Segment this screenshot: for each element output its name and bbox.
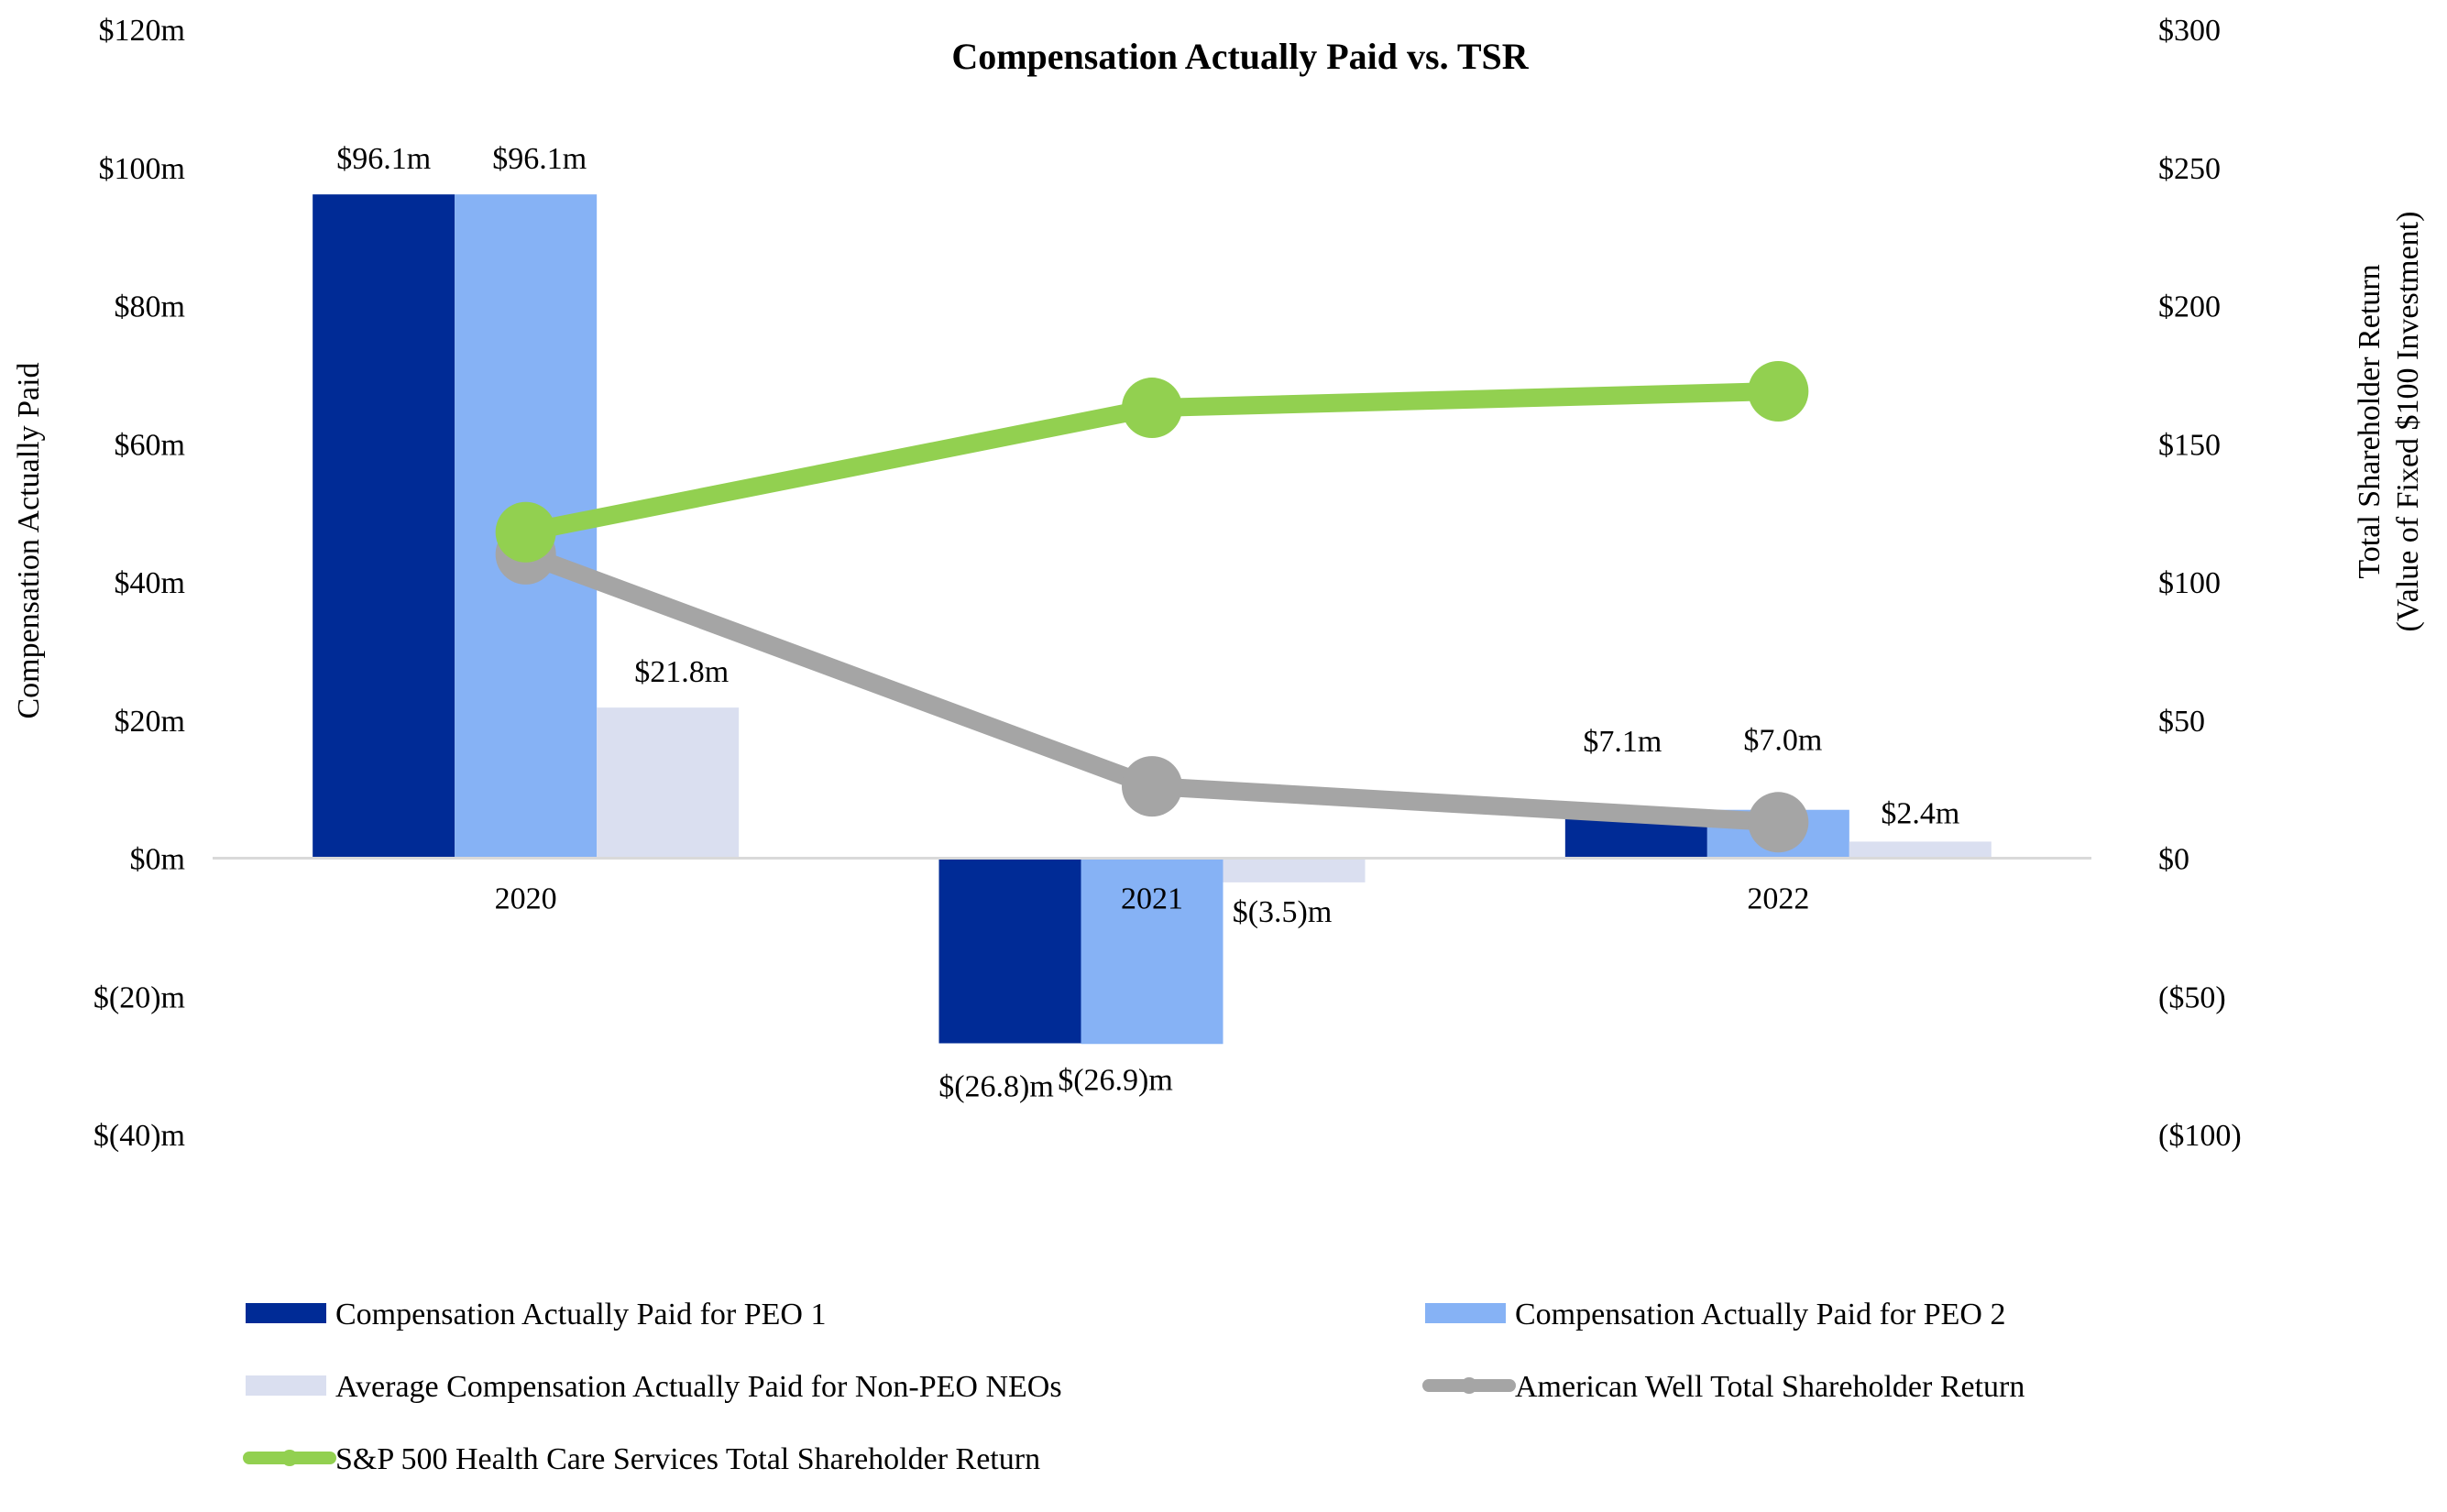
category-label-2020: 2020 [495, 882, 557, 916]
line-point-american-well-total-shareholder-return-2021 [1122, 756, 1182, 817]
chart-title: Compensation Actually Paid vs. TSR [951, 36, 1529, 77]
right-tick-label: ($50) [2158, 981, 2226, 1014]
right-tick-label: ($100) [2158, 1119, 2242, 1153]
line-point-s-p-500-health-care-services-total-shareholder-return-2020 [495, 501, 556, 563]
line-point-american-well-total-shareholder-return-2022 [1748, 792, 1809, 853]
right-tick-label: $150 [2158, 428, 2221, 462]
right-tick-label: $200 [2158, 290, 2221, 324]
category-label-2022: 2022 [1747, 882, 1809, 916]
right-axis-ticks: $300 $250 $200 $150 $100 $50 $0 ($50) ($100) [2158, 14, 2242, 1153]
legend-label-american-well-total-shareholder-return: American Well Total Shareholder Return [1515, 1370, 2025, 1404]
legend: Compensation Actually Paid for PEO 1 Comp… [243, 1298, 2025, 1476]
right-axis-label-line-1: Total Shareholder Return [2353, 264, 2387, 578]
right-tick-label: $0 [2158, 843, 2189, 877]
left-axis-label: Compensation Actually Paid [12, 362, 46, 718]
bar-data-labels: $96.1m $(26.8)m $7.1m $96.1m $(26.9)m $7.0m $2… [336, 142, 1959, 1103]
category-labels: 2020 2021 2022 [495, 882, 1810, 916]
legend-marker-s-p-500-health-care-services-total-shareholder-return [281, 1450, 298, 1466]
bar-data-label: $(3.5)m [1233, 895, 1333, 929]
bar-data-label: $7.0m [1743, 724, 1822, 758]
legend-label-s-p-500-health-care-services-total-shareholder-return: S&P 500 Health Care Services Total Share… [335, 1442, 1040, 1476]
left-tick-label: $20m [115, 705, 185, 739]
left-tick-label: $80m [115, 290, 185, 324]
right-tick-label: $250 [2158, 152, 2221, 186]
left-tick-label: $60m [115, 428, 185, 462]
legend-label-compensation-actually-paid-for-peo-2: Compensation Actually Paid for PEO 2 [1515, 1298, 2005, 1331]
bar-compensation-actually-paid-for-peo-1-2020 [313, 194, 455, 859]
bar-series [313, 194, 1992, 1045]
legend-swatch-compensation-actually-paid-for-peo-2 [1425, 1303, 1506, 1323]
legend-swatch-average-compensation-actually-paid-for-non-peo-neos [246, 1375, 326, 1396]
legend-swatch-compensation-actually-paid-for-peo-1 [246, 1303, 326, 1323]
bar-average-compensation-actually-paid-for-non-peo-neos-2021 [1223, 858, 1366, 882]
bar-average-compensation-actually-paid-for-non-peo-neos-2020 [597, 707, 740, 859]
bar-average-compensation-actually-paid-for-non-peo-neos-2022 [1849, 841, 1992, 859]
bar-data-label: $2.4m [1881, 796, 1959, 830]
right-tick-label: $100 [2158, 566, 2221, 600]
bar-data-label: $(26.9)m [1058, 1063, 1173, 1097]
bar-data-label: $96.1m [336, 142, 431, 176]
legend-label-average-compensation-actually-paid-for-non-peo-neos: Average Compensation Actually Paid for N… [335, 1370, 1062, 1404]
legend-label-compensation-actually-paid-for-peo-1: Compensation Actually Paid for PEO 1 [335, 1298, 826, 1331]
left-tick-label: $100m [99, 152, 185, 186]
legend-marker-american-well-total-shareholder-return [1461, 1377, 1477, 1394]
right-tick-label: $50 [2158, 705, 2205, 739]
left-tick-label: $(20)m [93, 981, 185, 1014]
tsr-line-series [495, 360, 1809, 853]
bar-data-label: $96.1m [492, 142, 587, 176]
right-axis-label-line-2: (Value of Fixed $100 Investment) [2391, 212, 2425, 632]
bar-data-label: $21.8m [634, 655, 729, 689]
left-tick-label: $40m [115, 566, 185, 600]
line-point-s-p-500-health-care-services-total-shareholder-return-2022 [1748, 360, 1809, 422]
bar-compensation-actually-paid-for-peo-1-2021 [938, 858, 1081, 1044]
left-tick-label: $0m [130, 843, 185, 877]
bar-data-label: $(26.8)m [938, 1070, 1054, 1104]
left-tick-label: $(40)m [93, 1119, 185, 1153]
bar-compensation-actually-paid-for-peo-2-2021 [1081, 858, 1224, 1045]
category-label-2021: 2021 [1121, 882, 1183, 916]
line-point-s-p-500-health-care-services-total-shareholder-return-2021 [1122, 378, 1182, 439]
left-tick-label: $120m [99, 14, 185, 48]
left-axis-ticks: $120m $100m $80m $60m $40m $20m $0m $(20)m $(40)… [93, 14, 185, 1153]
right-tick-label: $300 [2158, 14, 2221, 48]
bar-data-label: $7.1m [1583, 725, 1662, 759]
